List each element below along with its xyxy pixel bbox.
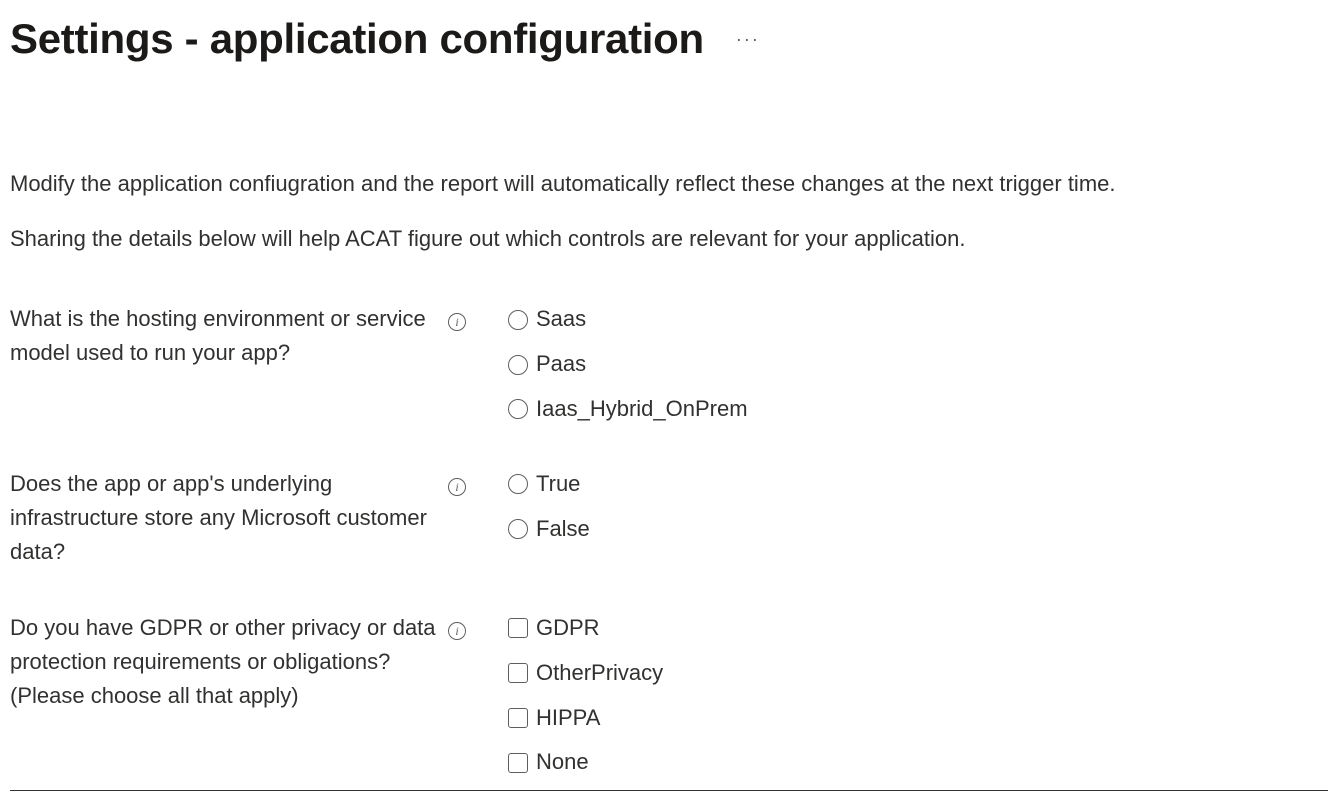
info-icon[interactable]: i: [448, 622, 466, 640]
question-hosting-environment: What is the hosting environment or servi…: [10, 302, 1328, 424]
more-options-icon[interactable]: ···: [732, 23, 764, 56]
radio-label: True: [536, 469, 580, 500]
checkbox-label: GDPR: [536, 613, 600, 644]
checkbox-option-hippa[interactable]: HIPPA: [508, 703, 1328, 734]
question-privacy-requirements: Do you have GDPR or other privacy or dat…: [10, 611, 1328, 778]
radio-option-iaas-hybrid-onprem[interactable]: Iaas_Hybrid_OnPrem: [508, 394, 1328, 425]
radio-icon: [508, 519, 528, 539]
question-stores-customer-data: Does the app or app's underlying infrast…: [10, 467, 1328, 569]
radio-group-customer-data: True False: [492, 467, 1328, 545]
checkbox-option-gdpr[interactable]: GDPR: [508, 613, 1328, 644]
checkbox-option-none[interactable]: None: [508, 747, 1328, 778]
radio-icon: [508, 399, 528, 419]
radio-option-false[interactable]: False: [508, 514, 1328, 545]
radio-icon: [508, 474, 528, 494]
question-label: Does the app or app's underlying infrast…: [10, 467, 448, 569]
checkbox-option-otherprivacy[interactable]: OtherPrivacy: [508, 658, 1328, 689]
radio-group-hosting: Saas Paas Iaas_Hybrid_OnPrem: [492, 302, 1328, 424]
radio-label: Paas: [536, 349, 586, 380]
intro-line-2: Sharing the details below will help ACAT…: [10, 224, 1328, 255]
question-label: Do you have GDPR or other privacy or dat…: [10, 611, 448, 713]
radio-label: Saas: [536, 304, 586, 335]
info-icon[interactable]: i: [448, 478, 466, 496]
radio-icon: [508, 310, 528, 330]
checkbox-label: None: [536, 747, 589, 778]
radio-label: False: [536, 514, 590, 545]
checkbox-group-privacy: GDPR OtherPrivacy HIPPA None: [492, 611, 1328, 778]
page-header: Settings - application configuration ···: [10, 10, 1328, 69]
radio-option-true[interactable]: True: [508, 469, 1328, 500]
question-label: What is the hosting environment or servi…: [10, 302, 448, 370]
info-icon[interactable]: i: [448, 313, 466, 331]
radio-icon: [508, 355, 528, 375]
page-title: Settings - application configuration: [10, 10, 704, 69]
checkbox-icon: [508, 753, 528, 773]
intro-line-1: Modify the application confiugration and…: [10, 169, 1328, 200]
checkbox-label: HIPPA: [536, 703, 600, 734]
checkbox-label: OtherPrivacy: [536, 658, 663, 689]
radio-option-paas[interactable]: Paas: [508, 349, 1328, 380]
checkbox-icon: [508, 708, 528, 728]
radio-label: Iaas_Hybrid_OnPrem: [536, 394, 748, 425]
radio-option-saas[interactable]: Saas: [508, 304, 1328, 335]
checkbox-icon: [508, 663, 528, 683]
questions-section: What is the hosting environment or servi…: [10, 302, 1328, 778]
checkbox-icon: [508, 618, 528, 638]
